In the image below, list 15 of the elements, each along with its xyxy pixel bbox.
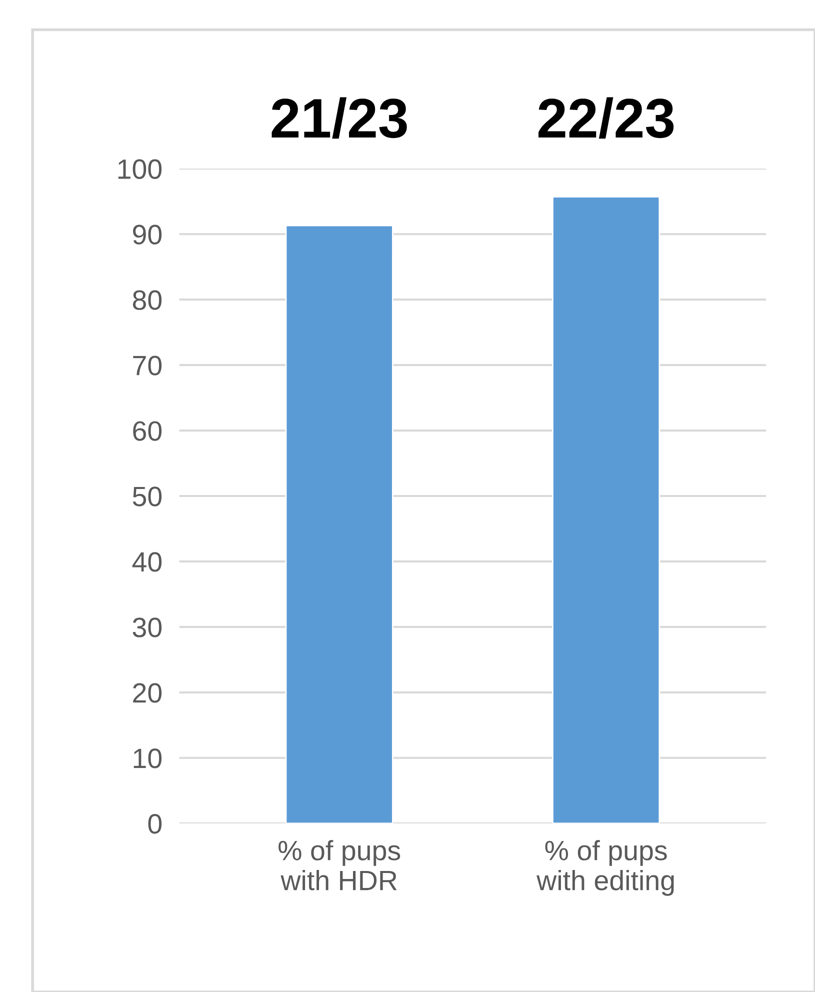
- x-tick-label: % of pups with HDR: [278, 840, 400, 890]
- data-label: 22/23: [538, 97, 674, 139]
- y-tick-label: 100: [118, 159, 162, 179]
- y-tick-label: 10: [134, 748, 162, 768]
- y-tick-label: 0: [148, 814, 162, 834]
- y-tick-label: 70: [133, 356, 162, 376]
- y-tick-label: 30: [132, 618, 162, 638]
- data-label: 21/23: [272, 97, 407, 139]
- y-tick-label: 40: [132, 552, 162, 572]
- y-tick-label: 20: [133, 683, 162, 703]
- y-tick-label: 50: [132, 486, 162, 506]
- y-tick-label: 90: [133, 224, 162, 244]
- y-tick-label: 80: [132, 290, 162, 310]
- y-tick-label: 60: [133, 421, 162, 441]
- x-tick-label: % of pups with editing: [536, 840, 674, 896]
